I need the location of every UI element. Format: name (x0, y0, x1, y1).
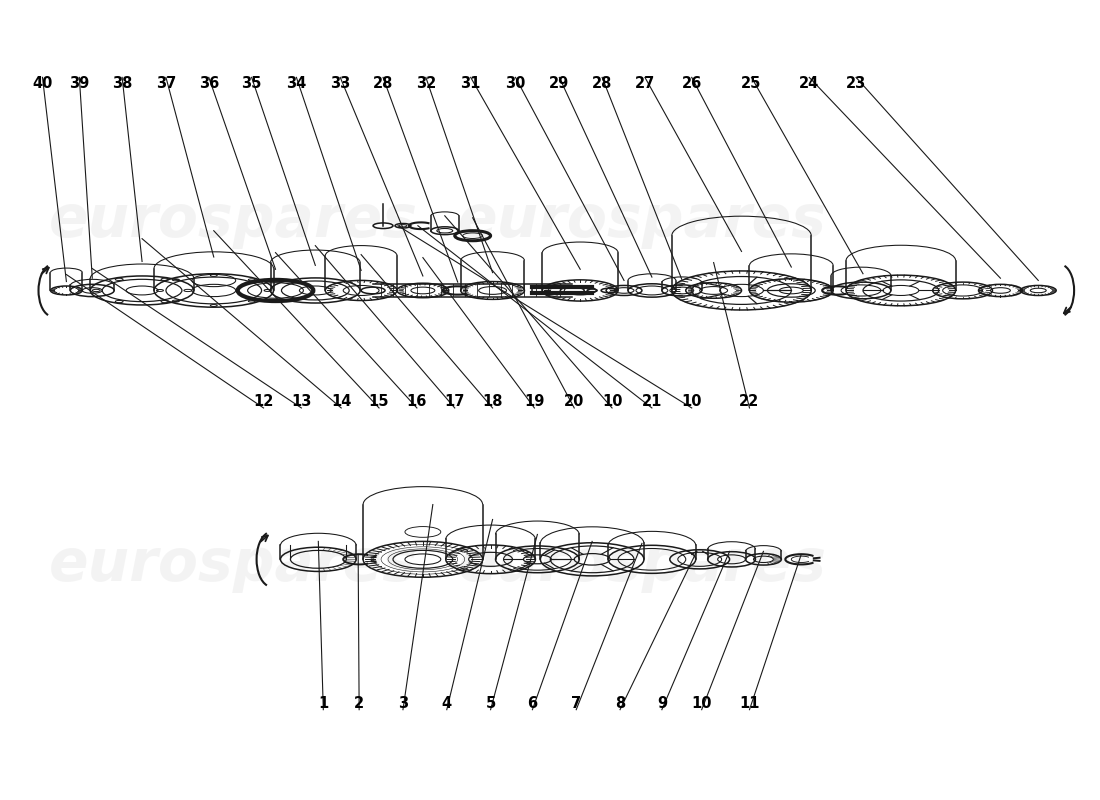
Text: 1: 1 (318, 696, 329, 711)
Text: 24: 24 (799, 76, 820, 91)
Text: 18: 18 (482, 394, 503, 410)
Text: eurospares: eurospares (50, 536, 418, 593)
Text: 22: 22 (739, 394, 760, 410)
Text: 38: 38 (112, 76, 132, 91)
Text: 10: 10 (602, 394, 623, 410)
Text: eurospares: eurospares (50, 192, 418, 250)
Text: 29: 29 (549, 76, 570, 91)
Text: 10: 10 (692, 696, 712, 711)
Text: 4: 4 (442, 696, 452, 711)
Text: 40: 40 (32, 76, 53, 91)
Text: 2: 2 (354, 696, 364, 711)
Text: 30: 30 (505, 76, 526, 91)
Text: 13: 13 (292, 394, 311, 410)
Text: 6: 6 (527, 696, 538, 711)
Text: 27: 27 (635, 76, 656, 91)
Text: 3: 3 (398, 696, 408, 711)
Text: 36: 36 (199, 76, 219, 91)
Text: 39: 39 (69, 76, 89, 91)
Text: 37: 37 (156, 76, 176, 91)
Text: 21: 21 (641, 394, 662, 410)
Text: 26: 26 (682, 76, 702, 91)
Text: 35: 35 (241, 76, 262, 91)
Text: 14: 14 (331, 394, 351, 410)
Text: 32: 32 (416, 76, 436, 91)
Text: 8: 8 (615, 696, 625, 711)
Text: 17: 17 (444, 394, 465, 410)
Text: 23: 23 (846, 76, 866, 91)
Text: eurospares: eurospares (458, 536, 826, 593)
Text: 20: 20 (564, 394, 584, 410)
Text: 28: 28 (373, 76, 393, 91)
Text: 12: 12 (253, 394, 274, 410)
Text: 19: 19 (525, 394, 544, 410)
Text: 10: 10 (682, 394, 702, 410)
Text: 31: 31 (461, 76, 481, 91)
Text: 28: 28 (592, 76, 613, 91)
Text: 11: 11 (739, 696, 760, 711)
Text: 9: 9 (657, 696, 667, 711)
Text: 5: 5 (485, 696, 496, 711)
Text: 15: 15 (368, 394, 389, 410)
Text: 16: 16 (407, 394, 427, 410)
Text: 34: 34 (286, 76, 307, 91)
Text: 7: 7 (571, 696, 581, 711)
Text: eurospares: eurospares (458, 192, 826, 250)
Text: 25: 25 (741, 76, 761, 91)
Text: 33: 33 (330, 76, 351, 91)
